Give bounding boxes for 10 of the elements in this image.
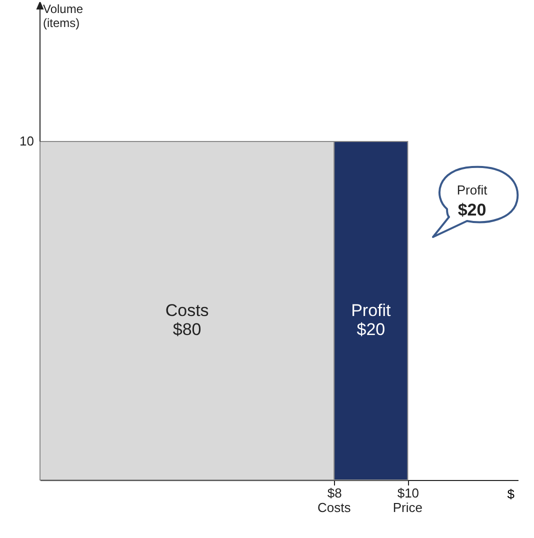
- annotation: Costs $80: [165, 300, 209, 339]
- text: 10: [20, 134, 34, 149]
- x-axis-title: $: [507, 486, 516, 502]
- x-tick-label: $8: [327, 486, 342, 500]
- annotation: Profit $20: [456, 182, 488, 220]
- text: Volume (items): [43, 2, 84, 30]
- annotation: Profit $20: [351, 300, 392, 339]
- text: Price: [392, 500, 423, 515]
- text: Costs: [318, 500, 352, 515]
- x-tick-label: $10: [397, 486, 420, 500]
